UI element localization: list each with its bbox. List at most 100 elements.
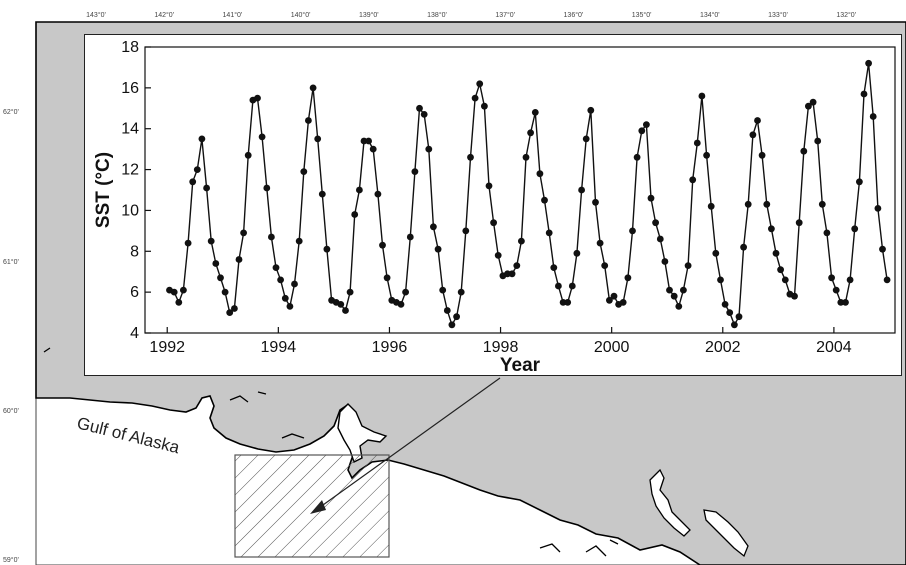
data-point	[485, 182, 493, 190]
data-point	[476, 80, 484, 88]
data-point	[744, 200, 752, 208]
data-point	[818, 200, 826, 208]
data-point	[439, 286, 447, 294]
data-point	[879, 245, 886, 253]
data-point	[754, 117, 761, 124]
data-point	[226, 309, 234, 316]
data-point	[374, 190, 382, 198]
data-point	[582, 135, 590, 143]
data-point	[869, 113, 877, 120]
data-point	[587, 106, 595, 114]
data-point	[647, 194, 655, 202]
data-point	[805, 102, 812, 110]
data-point	[254, 94, 261, 102]
data-point	[263, 184, 271, 192]
data-point	[323, 245, 331, 253]
latitude-tick-label: 61°0'	[3, 258, 19, 266]
data-point	[749, 131, 757, 139]
data-point	[300, 168, 308, 176]
data-point	[777, 266, 784, 274]
data-point	[643, 121, 650, 128]
data-point	[856, 178, 863, 186]
sst-series-line	[169, 63, 888, 327]
longitude-tick-label: 138°0'	[427, 11, 447, 19]
x-tick-label: 1996	[372, 339, 408, 356]
data-point	[416, 104, 423, 112]
sst-chart-panel: 4 6 8 10 12 14 16 18 1992 1994 1996 1998 2000 2002 20…	[84, 34, 902, 376]
data-point	[568, 282, 576, 290]
longitude-tick-label: 133°0'	[768, 11, 788, 19]
longitude-tick-label: 136°0'	[564, 11, 584, 19]
data-point	[309, 84, 317, 92]
data-point	[281, 294, 289, 302]
data-point	[513, 262, 521, 269]
data-point	[508, 270, 516, 278]
data-point	[369, 145, 377, 153]
data-point	[541, 196, 548, 204]
y-tick-label: 6	[130, 284, 139, 301]
data-point	[795, 219, 803, 227]
data-point	[193, 166, 201, 174]
data-point	[527, 129, 534, 137]
data-point	[638, 127, 646, 135]
x-tick-label: 1998	[483, 339, 519, 356]
longitude-tick-label: 137°0'	[495, 11, 515, 19]
y-tick-label: 16	[121, 80, 139, 97]
data-point	[430, 223, 437, 231]
data-point	[550, 264, 558, 271]
data-point	[837, 299, 845, 306]
data-point	[758, 151, 766, 159]
data-point	[425, 145, 433, 153]
data-point	[698, 92, 706, 100]
data-point	[383, 274, 391, 282]
data-point	[453, 313, 460, 321]
data-point	[291, 280, 298, 288]
data-point	[652, 219, 659, 227]
y-tick-label: 10	[121, 202, 139, 219]
data-point	[721, 301, 729, 308]
data-point	[235, 256, 243, 263]
data-point	[180, 286, 187, 294]
data-point	[781, 276, 789, 284]
latitude-tick-label: 59°0'	[3, 556, 19, 564]
data-point	[342, 307, 349, 314]
data-point	[555, 282, 562, 290]
data-point	[828, 274, 835, 282]
data-point	[740, 243, 747, 251]
data-point	[457, 288, 465, 296]
longitude-tick-label: 132°0'	[836, 11, 856, 19]
longitude-tick-label: 135°0'	[632, 11, 652, 19]
data-point	[883, 276, 891, 284]
sst-series-points	[166, 59, 891, 329]
data-point	[522, 153, 530, 161]
data-point	[318, 190, 326, 198]
data-point	[212, 260, 220, 267]
data-point	[490, 219, 497, 227]
y-tick-label: 12	[121, 162, 139, 179]
sst-chart: 4 6 8 10 12 14 16 18 1992 1994 1996 1998 2000 2002 20…	[93, 39, 896, 374]
y-tick-label: 18	[121, 39, 139, 56]
latitude-tick-label: 60°0'	[3, 407, 19, 415]
longitude-tick-label: 142°0'	[154, 11, 174, 19]
data-point	[170, 288, 178, 296]
inlet-channel	[703, 509, 749, 558]
data-point	[337, 301, 345, 308]
longitude-tick-label: 141°0'	[223, 11, 243, 19]
latitude-ticks: 62°0' 61°0' 60°0' 59°0'	[3, 108, 40, 564]
data-point	[346, 288, 354, 296]
data-point	[351, 211, 359, 218]
data-point	[624, 274, 632, 282]
data-point	[272, 264, 280, 271]
data-point	[693, 139, 701, 147]
data-point	[189, 178, 197, 186]
data-point	[286, 303, 294, 310]
data-point	[851, 225, 859, 233]
data-point	[217, 274, 224, 282]
data-point	[573, 249, 581, 257]
inlet-channel	[337, 403, 388, 463]
data-point	[731, 321, 738, 329]
data-point	[689, 176, 697, 184]
data-point	[420, 111, 428, 118]
data-point	[726, 309, 734, 316]
data-point	[703, 151, 710, 159]
